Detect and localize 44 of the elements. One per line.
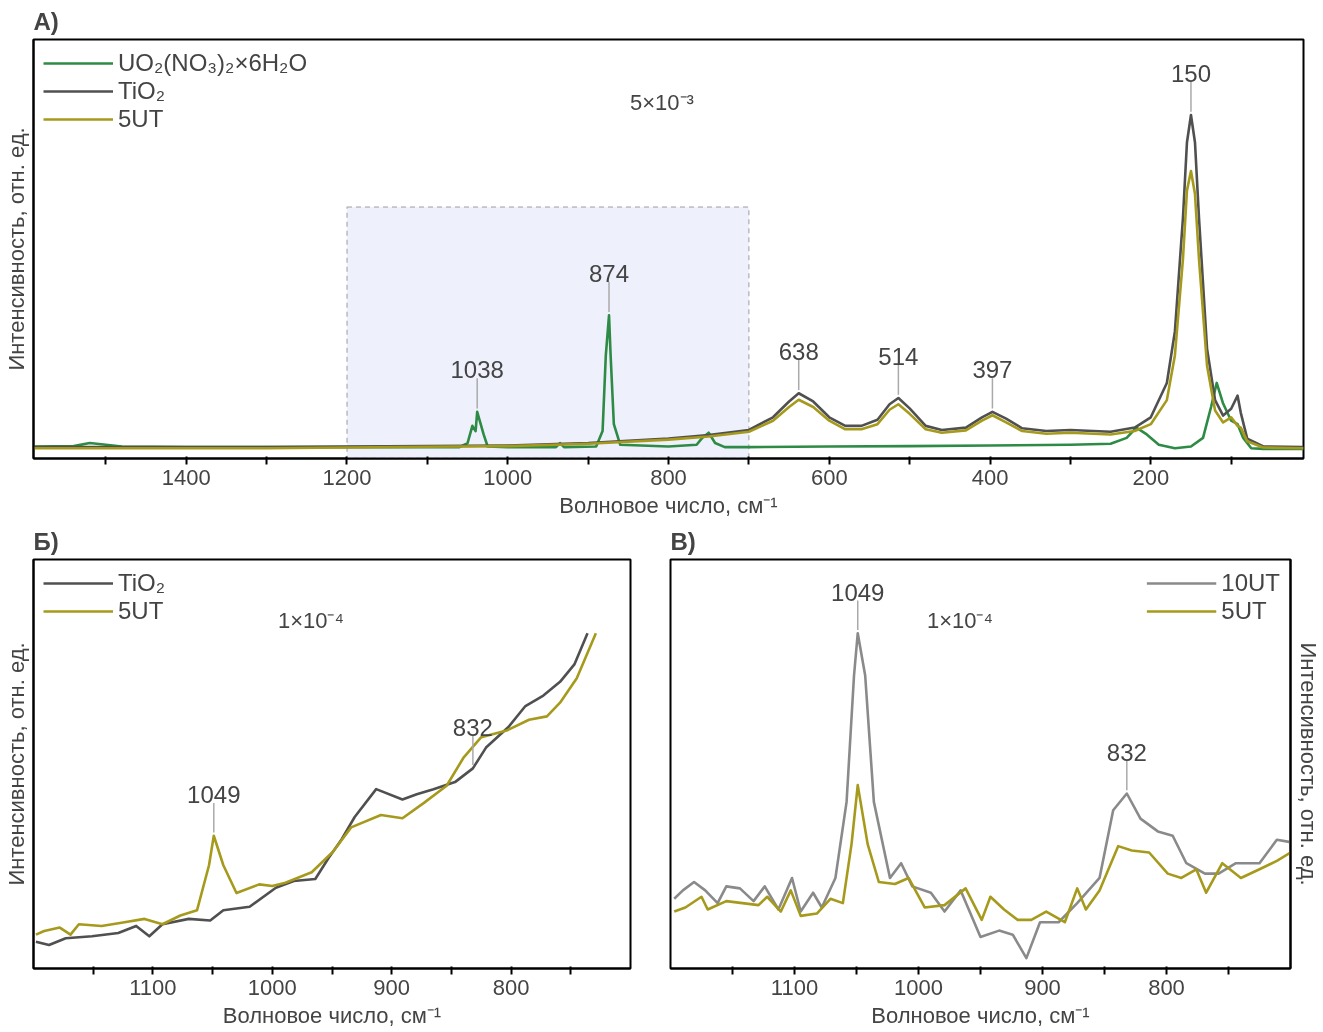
legend-label: TiO₂ [118,569,166,597]
x-tick-label: 1400 [161,464,211,490]
x-tick-label: 800 [492,974,530,1000]
legend-label: 5UT [118,597,164,625]
legend-label: TiO₂ [118,77,166,105]
y2-axis-title: Интенсивность, отн. ед. [1295,642,1321,886]
chart-title: A) [33,7,59,35]
annotation: 832 [1106,738,1147,766]
x-tick-label: 200 [1132,464,1170,490]
annotation: 514 [878,342,919,370]
chart-title: В) [670,527,696,555]
x-tick-label: 800 [650,464,687,490]
x-tick-label: 1000 [894,974,943,1000]
x-tick-label: 1100 [770,974,819,1000]
x-tick-label: 1000 [247,974,297,1000]
text: 5×10⁻³ [630,89,694,115]
x-tick-label: 1100 [129,974,177,1000]
y-axis-title: Интенсивность, отн. ед. [3,642,29,886]
x-axis-title: Волновое число, см⁻¹ [559,492,778,518]
annotation: 1×10⁻⁴ [926,608,993,634]
x-tick-label: 400 [971,464,1009,490]
x-tick-label: 900 [1024,974,1061,1000]
x-tick-label: 800 [1148,974,1185,1000]
legend-label: UO₂(NO₃)₂×6H₂O [118,49,308,77]
annotation: 1049 [187,781,241,809]
annotation: 832 [452,713,493,741]
x-tick-label: 600 [810,464,848,490]
annotation: 874 [589,259,630,287]
legend-label: 5UT [118,105,164,133]
annotation: 638 [778,337,819,365]
chart-title: Б) [33,527,59,555]
annotation: 397 [972,356,1013,384]
legend-label: 5UT [1221,597,1267,625]
x-tick-label: 900 [373,974,411,1000]
annotation: 1038 [450,356,504,384]
x-tick-label: 1200 [322,464,372,490]
annotation: 1049 [831,578,885,606]
legend-label: 10UT [1221,569,1280,597]
x-tick-label: 1000 [483,464,533,490]
annotation: 150 [1170,59,1211,87]
x-axis-title: Волновое число, см⁻¹ [871,1002,1090,1028]
x-axis-title: Волновое число, см⁻¹ [222,1002,442,1028]
annotation: 1×10⁻⁴ [277,608,344,634]
y-axis-title: Интенсивность, отн. ед. [3,127,29,371]
